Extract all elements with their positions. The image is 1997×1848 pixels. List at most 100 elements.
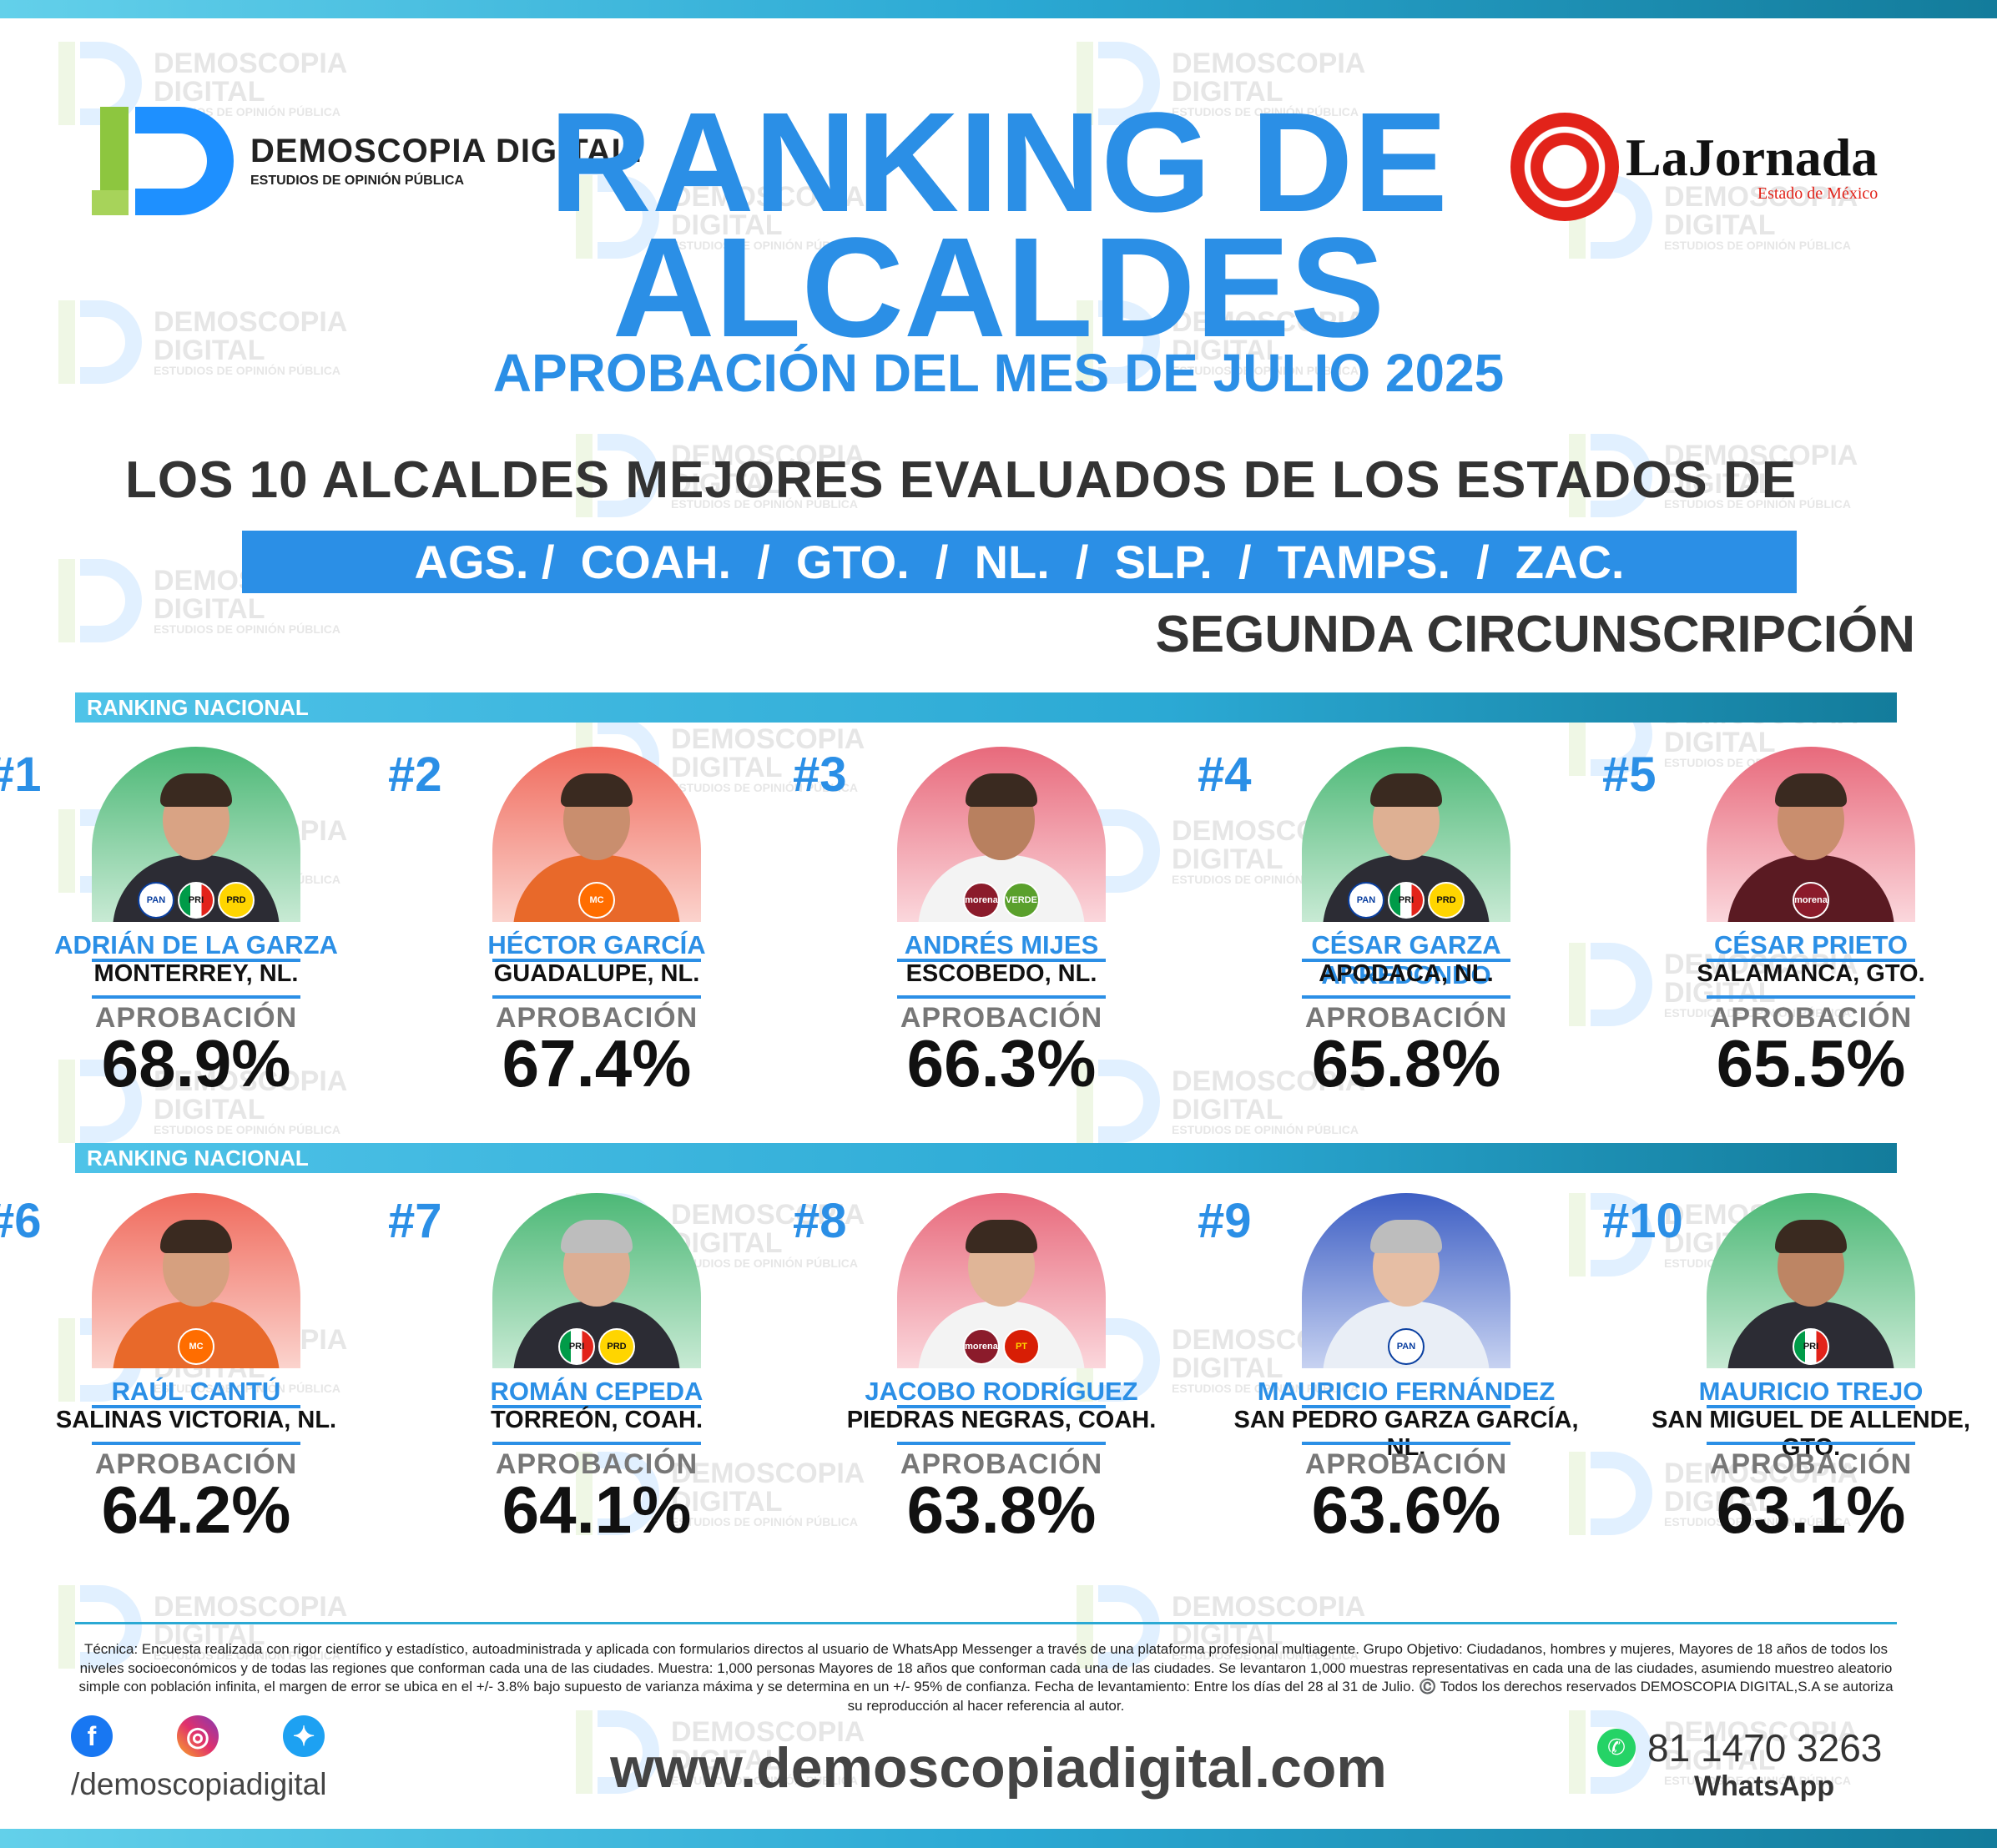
rank-number: #5 xyxy=(1602,748,1657,802)
name-underline xyxy=(1302,959,1510,962)
party-logos: morena xyxy=(1707,882,1915,919)
mayor-name: ADRIÁN DE LA GARZA xyxy=(54,930,338,959)
bottom-accent-bar xyxy=(0,1829,1997,1848)
partner-name: LaJornada xyxy=(1626,127,1878,187)
approval-value: 64.2% xyxy=(101,1473,291,1547)
mayor-name: ANDRÉS MIJES xyxy=(904,930,1099,959)
page-subtitle: APROBACIÓN DEL MES DE JULIO 2025 xyxy=(492,343,1505,403)
states-banner: AGS. / COAH. / GTO. / NL. / SLP. / TAMPS… xyxy=(242,531,1797,593)
mayor-city: SAN PEDRO GARZA GARCÍA, NL. xyxy=(1233,1407,1579,1461)
party-logos: morena PT xyxy=(897,1328,1106,1365)
name-underline xyxy=(897,959,1106,962)
ranking-bar-top: RANKING NACIONAL xyxy=(75,692,1897,723)
brand-tagline: ESTUDIOS DE OPINIÓN PÚBLICA xyxy=(250,174,465,188)
party-logo-pri: PRI xyxy=(178,882,214,919)
approval-label: APROBACIÓN xyxy=(94,1002,298,1034)
mayor-photo: MC xyxy=(92,1193,300,1368)
ranking-bar-bottom: RANKING NACIONAL xyxy=(75,1143,1897,1173)
city-underline xyxy=(492,995,701,999)
page-title-line2: ALCALDES xyxy=(612,209,1385,367)
approval-label: APROBACIÓN xyxy=(94,1448,298,1480)
mayor-photo: morena xyxy=(1707,747,1915,922)
rank-number: #10 xyxy=(1602,1194,1683,1248)
mayor-card: #10 PRI MAURICIO TREJO SAN MIGUEL DE ALLEND… xyxy=(1602,1193,1970,1543)
mayor-card: #5 morena CÉSAR PRIETO SALAMANCA, GTO. APROB… xyxy=(1602,747,1949,1097)
mayor-name: JACOBO RODRÍGUEZ xyxy=(865,1377,1138,1406)
approval-value: 63.8% xyxy=(906,1473,1097,1547)
rank-number: #4 xyxy=(1198,748,1252,802)
approval-value: 65.5% xyxy=(1716,1026,1906,1100)
rank-number: #3 xyxy=(793,748,847,802)
mayor-city: PIEDRAS NEGRAS, COAH. xyxy=(846,1407,1157,1433)
city-underline xyxy=(897,995,1106,999)
party-logos: PRI xyxy=(1707,1328,1915,1365)
facebook-icon[interactable]: f xyxy=(71,1715,113,1757)
mayor-photo: PAN xyxy=(1302,1193,1510,1368)
party-logos: morena VERDE xyxy=(897,882,1106,919)
party-logos: PAN PRI PRD xyxy=(92,882,300,919)
name-underline xyxy=(492,959,701,962)
mayor-name: ROMÁN CEPEDA xyxy=(490,1377,703,1406)
mayor-city: MONTERREY, NL. xyxy=(93,960,299,987)
name-underline xyxy=(492,1405,701,1408)
intro-heading: LOS 10 ALCALDES MEJORES EVALUADOS DE LOS… xyxy=(125,451,1798,509)
instagram-icon[interactable]: ◎ xyxy=(177,1715,219,1757)
party-logo-mc: MC xyxy=(578,882,615,919)
name-underline xyxy=(92,1405,300,1408)
mayor-card: #7 PRI PRD ROMÁN CEPEDA TORREÓN, COAH. APROBA… xyxy=(388,1193,734,1543)
mayor-card: #9 PAN MAURICIO FERNÁNDEZ SAN PEDRO GARZA G… xyxy=(1198,1193,1579,1543)
rank-number: #2 xyxy=(388,748,442,802)
states-list: AGS. / COAH. / GTO. / NL. / SLP. / TAMPS… xyxy=(414,536,1625,588)
party-logos: MC xyxy=(92,1328,300,1365)
social-handle[interactable]: /demoscopiadigital xyxy=(71,1767,327,1801)
brand-name: DEMOSCOPIA DIGITAL. xyxy=(250,133,643,169)
mayor-name: CÉSAR GARZA ARREDONDO xyxy=(1311,930,1501,989)
sun-icon xyxy=(1510,113,1619,221)
mayor-card: #3 morena VERDE ANDRÉS MIJES ESCOBEDO, NL. AP… xyxy=(793,747,1139,1097)
twitter-icon[interactable]: ✦ xyxy=(283,1715,325,1757)
city-underline xyxy=(492,1442,701,1445)
approval-value: 63.6% xyxy=(1311,1473,1501,1547)
name-underline xyxy=(1302,1405,1510,1408)
approval-label: APROBACIÓN xyxy=(495,1002,698,1034)
party-logo-prd: PRD xyxy=(598,1328,635,1365)
mayor-card: #4 PAN PRI PRD CÉSAR GARZA ARREDONDO APODACA,… xyxy=(1198,747,1544,1097)
party-logos: PAN xyxy=(1302,1328,1510,1365)
mayor-name: MAURICIO FERNÁNDEZ xyxy=(1257,1377,1556,1406)
party-logo-pan: PAN xyxy=(1348,882,1384,919)
demoscopia-logo: DEMOSCOPIA DIGITAL. ESTUDIOS DE OPINIÓN … xyxy=(92,107,643,215)
city-underline xyxy=(92,995,300,999)
mayor-card: #8 morena PT JACOBO RODRÍGUEZ PIEDRAS NEGRAS… xyxy=(793,1193,1156,1543)
partner-subtitle: Estado de México xyxy=(1757,184,1878,203)
party-logos: PRI PRD xyxy=(492,1328,701,1365)
mayor-photo: PRI xyxy=(1707,1193,1915,1368)
party-logos: MC xyxy=(492,882,701,919)
page-title-line1: RANKING DE xyxy=(549,83,1448,242)
mayor-photo: PRI PRD xyxy=(492,1193,701,1368)
city-underline xyxy=(1707,1442,1915,1445)
la-jornada-logo: LaJornada Estado de México xyxy=(1510,113,1878,221)
rank-number: #8 xyxy=(793,1194,847,1248)
mayor-name: MAURICIO TREJO xyxy=(1698,1377,1924,1406)
approval-label: APROBACIÓN xyxy=(1709,1002,1913,1034)
website-link[interactable]: www.demoscopiadigital.com xyxy=(610,1736,1387,1800)
mayor-photo: MC xyxy=(492,747,701,922)
name-underline xyxy=(1707,1405,1915,1408)
rank-number: #9 xyxy=(1198,1194,1252,1248)
city-underline xyxy=(92,1442,300,1445)
whatsapp-contact[interactable]: ✆ 81 1470 3263 xyxy=(1597,1725,1882,1770)
mayor-city: TORREÓN, COAH. xyxy=(490,1407,703,1433)
city-underline xyxy=(1707,995,1915,999)
city-underline xyxy=(1302,1442,1510,1445)
footer-divider xyxy=(75,1622,1897,1624)
